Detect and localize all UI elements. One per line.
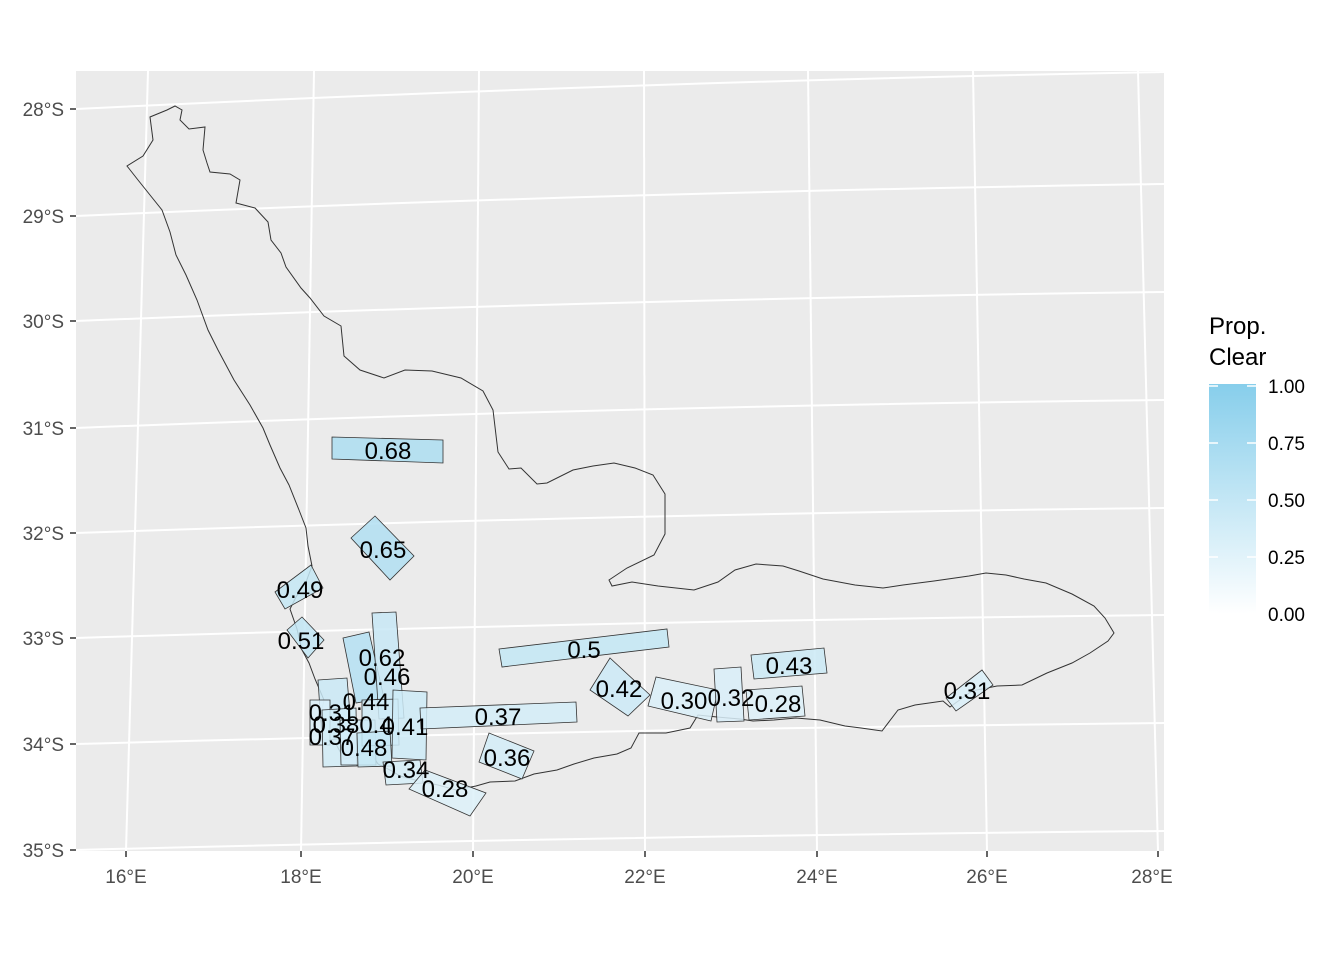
tile-label: 0.37 (309, 724, 356, 751)
tile-label: 0.37 (475, 704, 522, 731)
legend-tick-label: 0.75 (1268, 434, 1305, 455)
tile-label: 0.49 (277, 577, 324, 604)
tile-label: 0.30 (661, 688, 708, 715)
tile-label: 0.42 (596, 676, 643, 703)
legend-tick-label: 0.50 (1268, 491, 1305, 512)
tile-label: 0.5 (567, 637, 600, 664)
lat-tick-label: 32°S (23, 524, 64, 545)
tile-labels: 0.68 0.65 0.49 0.51 0.62 0.46 0.44 0.31 … (277, 438, 991, 803)
lon-tick-label: 22°E (624, 867, 665, 888)
panel-background (76, 71, 1164, 851)
tile-label: 0.28 (755, 691, 802, 718)
tile (745, 685, 806, 721)
tile-label: 0.38 (313, 712, 360, 739)
lon-tick-label: 20°E (452, 867, 493, 888)
tile-label: 0.41 (382, 714, 429, 741)
tile (391, 689, 428, 761)
tile (286, 616, 325, 659)
parallel-35s (75, 830, 1165, 851)
lat-tick-label: 33°S (23, 629, 64, 650)
tile-label: 0.32 (708, 685, 755, 712)
tile-label: 0.48 (341, 735, 388, 762)
meridian-28e (1137, 70, 1159, 852)
tile (945, 669, 994, 712)
legend-colorbar (1209, 384, 1256, 614)
parallel-34s (75, 722, 1165, 745)
lon-tick-label: 28°E (1131, 867, 1172, 888)
tile-label: 0.44 (343, 689, 390, 716)
legend-title-line1: Prop. (1209, 313, 1266, 340)
legend-tick-label: 0.00 (1268, 605, 1305, 626)
lat-tick-label: 28°S (23, 100, 64, 121)
legend-tick-label: 0.25 (1268, 548, 1305, 569)
lon-axis: 16°E 18°E 20°E 22°E 24°E 26°E 28°E (105, 851, 1173, 888)
lat-tick-label: 31°S (23, 419, 64, 440)
parallel-30s (75, 291, 1165, 322)
lat-axis: 28°S 29°S 30°S 31°S 32°S 33°S 34°S 35°S (23, 100, 76, 862)
parallel-29s (75, 183, 1165, 217)
legend: Prop. Clear 1.00 0.75 0.50 0.25 0.00 (1209, 313, 1305, 626)
tile-label: 0.31 (309, 700, 356, 727)
tile (350, 515, 415, 581)
tiles (274, 436, 994, 817)
tile-label: 0.51 (278, 628, 325, 655)
lat-tick-label: 34°S (23, 735, 64, 756)
tile (589, 657, 651, 717)
tile-label: 0.36 (484, 745, 531, 772)
tile (274, 564, 324, 610)
lon-tick-label: 18°E (280, 867, 321, 888)
lon-tick-label: 26°E (966, 867, 1007, 888)
parallel-31s (75, 399, 1165, 429)
legend-title-line2: Clear (1209, 344, 1266, 371)
tile-label: 0.46 (364, 664, 411, 691)
graticule (75, 70, 1165, 852)
lat-tick-label: 29°S (23, 207, 64, 228)
tile (750, 647, 828, 680)
tile-label: 0.68 (365, 438, 412, 465)
meridian-18e (300, 70, 315, 852)
tile (331, 436, 444, 464)
tile (408, 769, 487, 817)
tile-label: 0.62 (359, 645, 406, 672)
lon-tick-label: 16°E (105, 867, 146, 888)
meridian-24e (807, 70, 818, 852)
tile-label: 0.43 (766, 653, 813, 680)
tile (419, 701, 578, 730)
lon-tick-label: 24°E (796, 867, 837, 888)
tile-label: 0.4 (359, 712, 392, 739)
meridian-26e (972, 70, 988, 852)
meridian-22e (643, 70, 646, 852)
lat-tick-label: 30°S (23, 312, 64, 333)
tile-label: 0.28 (422, 776, 469, 803)
parallel-32s (75, 507, 1165, 534)
parallel-28s (75, 71, 1165, 110)
legend-tick-label: 1.00 (1268, 377, 1305, 398)
tile (498, 628, 670, 668)
lat-tick-label: 35°S (23, 841, 64, 862)
tile (478, 732, 535, 780)
tile-label: 0.65 (360, 537, 407, 564)
parallel-33s (75, 614, 1165, 639)
meridian-16e (125, 70, 149, 852)
tile (713, 666, 745, 723)
tile-label: 0.31 (944, 678, 991, 705)
tile-label: 0.34 (383, 757, 430, 784)
